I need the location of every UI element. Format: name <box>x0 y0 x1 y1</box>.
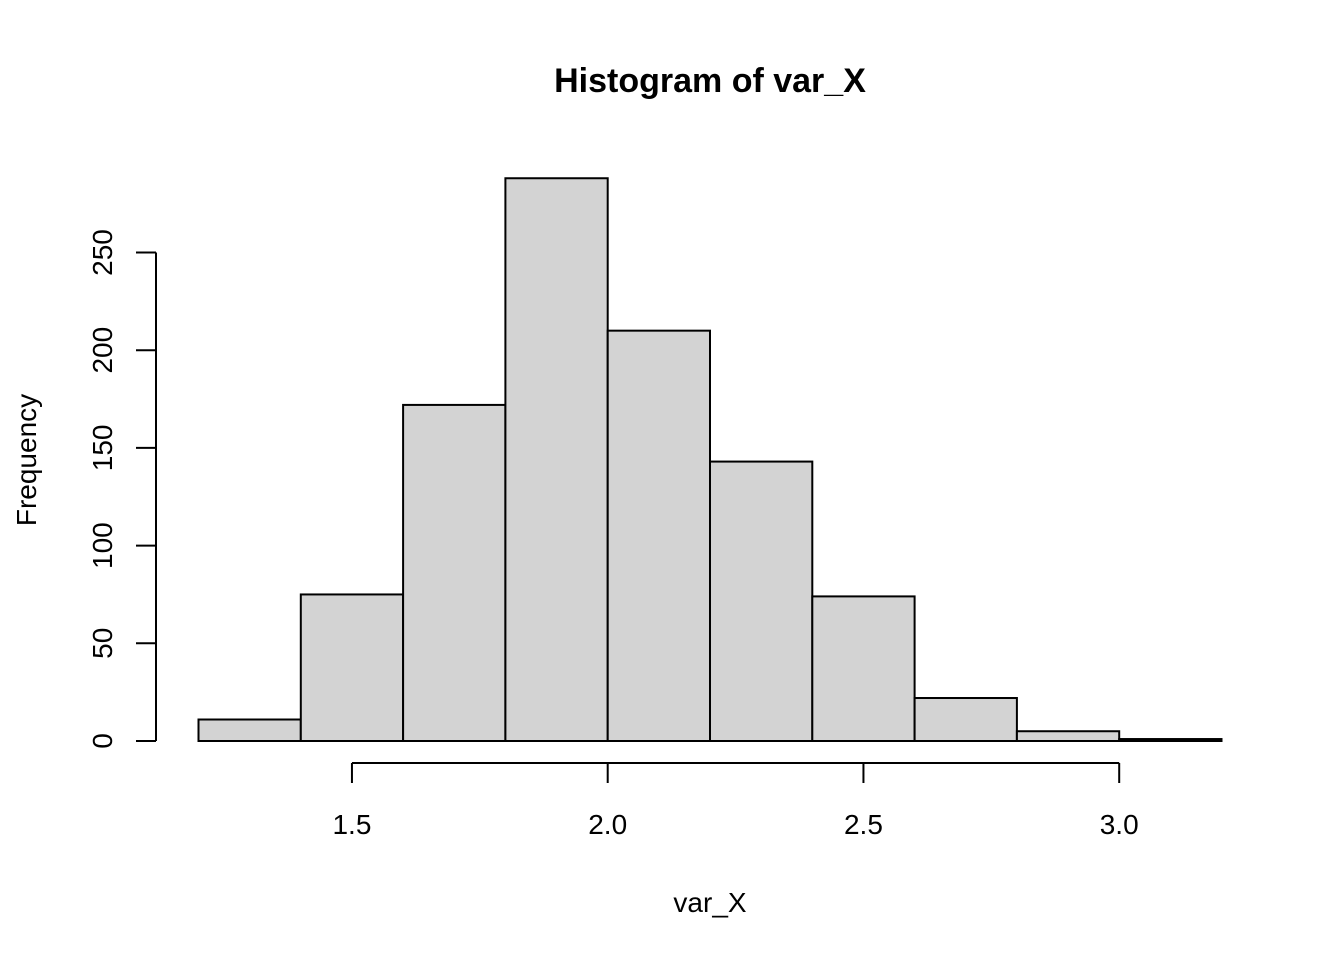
histogram-bar-6 <box>709 460 814 742</box>
y-tick-label: 200 <box>87 327 118 374</box>
histogram-bar-8 <box>913 697 1018 743</box>
histogram-bar-10 <box>1118 738 1223 743</box>
x-tick-label: 2.0 <box>588 809 627 840</box>
x-axis: 1.5 2.0 2.5 3.0 <box>332 762 1139 840</box>
histogram-bar-1 <box>197 718 302 742</box>
histogram-bar-7 <box>811 595 916 742</box>
y-tick-label: 100 <box>87 522 118 569</box>
x-axis-label: var_X <box>673 887 746 918</box>
y-tick-label: 250 <box>87 229 118 276</box>
histogram-bar-3 <box>402 403 507 742</box>
chart-title: Histogram of var_X <box>554 62 866 100</box>
histogram-bar-9 <box>1015 730 1121 742</box>
y-tick-label: 0 <box>87 733 118 749</box>
histogram-bar-4 <box>504 177 609 743</box>
y-axis: 0 50 100 150 200 250 <box>87 229 157 749</box>
x-tick-label: 2.5 <box>844 809 883 840</box>
y-tick-label: 150 <box>87 425 118 472</box>
y-axis-label: Frequency <box>11 394 42 526</box>
y-tick-label: 50 <box>87 628 118 659</box>
x-tick-label: 3.0 <box>1100 809 1139 840</box>
x-tick-label: 1.5 <box>332 809 371 840</box>
histogram-bar-5 <box>606 329 712 742</box>
histogram-bar-2 <box>299 593 405 743</box>
histogram-bars <box>197 177 1223 743</box>
